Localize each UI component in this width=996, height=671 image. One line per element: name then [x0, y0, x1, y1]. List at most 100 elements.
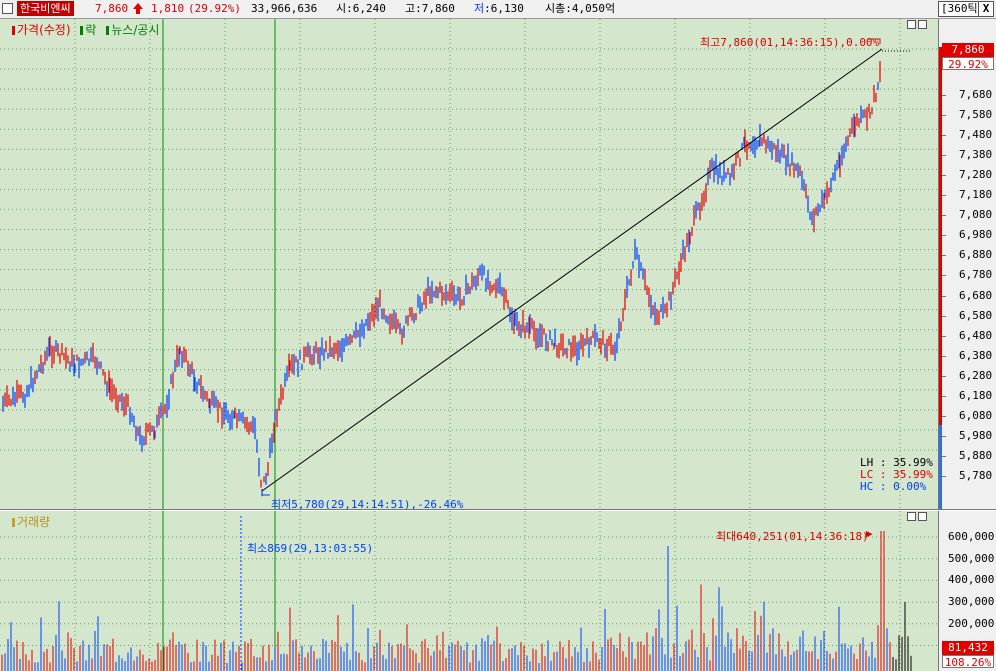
- volume-max-annotation: 최대640,251(01,14:36:18): [716, 530, 869, 543]
- price-tick-label: 6,780: [959, 268, 993, 282]
- price-tick-mark: [942, 395, 946, 397]
- current-volume-pct-badge: 108.26%: [942, 655, 994, 669]
- market-cap: 시총:4,050억: [545, 2, 616, 15]
- volume-chart-pane[interactable]: 거래량 최소869(29,13:03:55) 최대640,251(01,14:3…: [0, 511, 938, 671]
- legend-swatch-news: [106, 26, 110, 35]
- legend-swatch-price: [12, 26, 15, 35]
- pane-close-button[interactable]: [918, 20, 927, 29]
- open-price: 시:6,240: [336, 2, 386, 15]
- high-annotation: 최고7,860(01,14:36:15),0.00%: [700, 36, 880, 49]
- price-tick-label: 6,180: [959, 388, 993, 402]
- low-prefix: 저: [474, 2, 485, 15]
- trade-volume: 33,966,636: [251, 2, 318, 15]
- close-button[interactable]: X: [978, 1, 994, 17]
- current-pct-badge: 29.92%: [942, 57, 994, 71]
- volume-close-button[interactable]: [918, 512, 927, 521]
- price-tick-label: 6,580: [959, 308, 993, 322]
- price-tick-label: 6,080: [959, 408, 993, 422]
- price-tick-label: 6,680: [959, 288, 993, 302]
- price-tick-label: 6,880: [959, 248, 993, 262]
- legend-ex[interactable]: 락: [85, 23, 97, 37]
- price-chart-pane[interactable]: 가격(수정) 락 뉴스/공시 최고7,860(01,14:36:15),0.00…: [0, 19, 938, 510]
- price-tick-label: 6,980: [959, 228, 993, 242]
- price-tick-mark: [942, 375, 946, 377]
- volume-tick-label: 200,000: [948, 616, 995, 630]
- legend-volume[interactable]: 거래량: [17, 515, 51, 529]
- up-arrow-stem: [136, 9, 140, 14]
- price-tick-mark: [942, 195, 946, 197]
- price-axis[interactable]: 7,680 7,580 7,480 7,380 7,280 7,180 7,080 6,980…: [938, 19, 996, 510]
- legend-news[interactable]: 뉴스/공시: [111, 23, 160, 37]
- stock-name[interactable]: 한국비엔씨: [17, 1, 74, 16]
- current-volume-badge: 81,432: [942, 641, 994, 655]
- current-price-badge: 7,860: [942, 43, 994, 57]
- price-tick-label: 7,080: [959, 208, 993, 222]
- price-tick-label: 7,180: [959, 188, 993, 202]
- pane-minimize-button[interactable]: [907, 20, 916, 29]
- volume-tick-label: 600,000: [948, 530, 995, 543]
- volume-minimize-button[interactable]: [907, 512, 916, 521]
- tick-selector[interactable]: [360틱]: [938, 1, 988, 17]
- volume-tick-label: 400,000: [948, 573, 995, 587]
- price-tick-mark: [942, 275, 946, 277]
- price-tick-label: 6,480: [959, 328, 993, 342]
- range-bar-up: [939, 47, 942, 425]
- current-price: 7,860: [95, 2, 129, 15]
- price-tick-mark: [942, 175, 946, 177]
- price-tick-label: 5,980: [959, 428, 993, 442]
- price-tick-mark: [942, 135, 946, 137]
- low-arrow-icon: [261, 490, 270, 496]
- price-legend: 가격(수정) 락 뉴스/공시: [12, 21, 159, 38]
- volume-tick-label: 500,000: [948, 551, 995, 565]
- low-price: 저:6,130: [474, 2, 524, 16]
- price-change: 1,810: [151, 2, 185, 15]
- price-tick-label: 7,280: [959, 168, 993, 182]
- price-tick-mark: [942, 115, 946, 117]
- price-tick-mark: [942, 95, 946, 96]
- price-tick-mark: [942, 415, 946, 417]
- price-tick-mark: [942, 335, 946, 337]
- legend-swatch-volume: [12, 518, 15, 527]
- up-arrow-icon: [133, 3, 143, 9]
- pane-controls: [905, 19, 927, 32]
- price-tick-label: 5,880: [959, 448, 993, 462]
- range-bar-down: [939, 425, 942, 509]
- stat-hc: HC : 0.00%: [860, 480, 927, 493]
- legend-swatch-ex: [80, 26, 84, 35]
- price-tick-mark: [942, 295, 946, 297]
- price-tick-label: 6,380: [959, 348, 993, 362]
- price-tick-label: 5,780: [959, 468, 993, 482]
- title-bar: 한국비엔씨 7,860 1,810 (29.92%) 33,966,636 시:…: [0, 0, 996, 19]
- price-change-pct: (29.92%): [188, 2, 241, 15]
- low-value: :6,130: [484, 2, 524, 15]
- volume-min-annotation: 최소869(29,13:03:55): [247, 542, 374, 555]
- volume-legend: 거래량: [12, 513, 50, 530]
- high-price: 고:7,860: [405, 2, 455, 15]
- price-tick-label: 7,480: [959, 128, 993, 142]
- volume-chart: [0, 511, 938, 671]
- price-tick-mark: [942, 475, 946, 477]
- high-arrow-icon: [868, 38, 881, 44]
- price-tick-label: 7,380: [959, 148, 993, 162]
- legend-price[interactable]: 가격(수정): [17, 23, 71, 37]
- price-tick-mark: [942, 255, 946, 257]
- price-tick-mark: [942, 315, 946, 317]
- stat-lh: LH : 35.99%: [860, 456, 933, 469]
- price-tick-mark: [942, 355, 946, 357]
- price-tick-mark: [942, 215, 946, 217]
- volume-max-marker-icon: ▶: [866, 527, 873, 540]
- volume-axis[interactable]: 600,000 500,000 400,000 300,000 200,000 81,4…: [938, 511, 996, 671]
- stat-lc: LC : 35.99%: [860, 468, 933, 481]
- trend-line: [261, 48, 883, 492]
- select-checkbox[interactable]: [2, 3, 13, 14]
- low-annotation: 최저5,780(29,14:14:51),-26.46%: [271, 498, 464, 510]
- price-tick-mark: [942, 435, 946, 437]
- price-tick-label: 6,280: [959, 368, 993, 382]
- price-tick-label: 7,580: [959, 108, 993, 122]
- price-chart: [0, 19, 938, 509]
- price-tick-mark: [942, 235, 946, 237]
- price-tick-mark: [942, 455, 946, 457]
- volume-tick-label: 300,000: [948, 595, 995, 609]
- volume-pane-controls: [905, 511, 927, 524]
- price-tick-mark: [942, 155, 946, 157]
